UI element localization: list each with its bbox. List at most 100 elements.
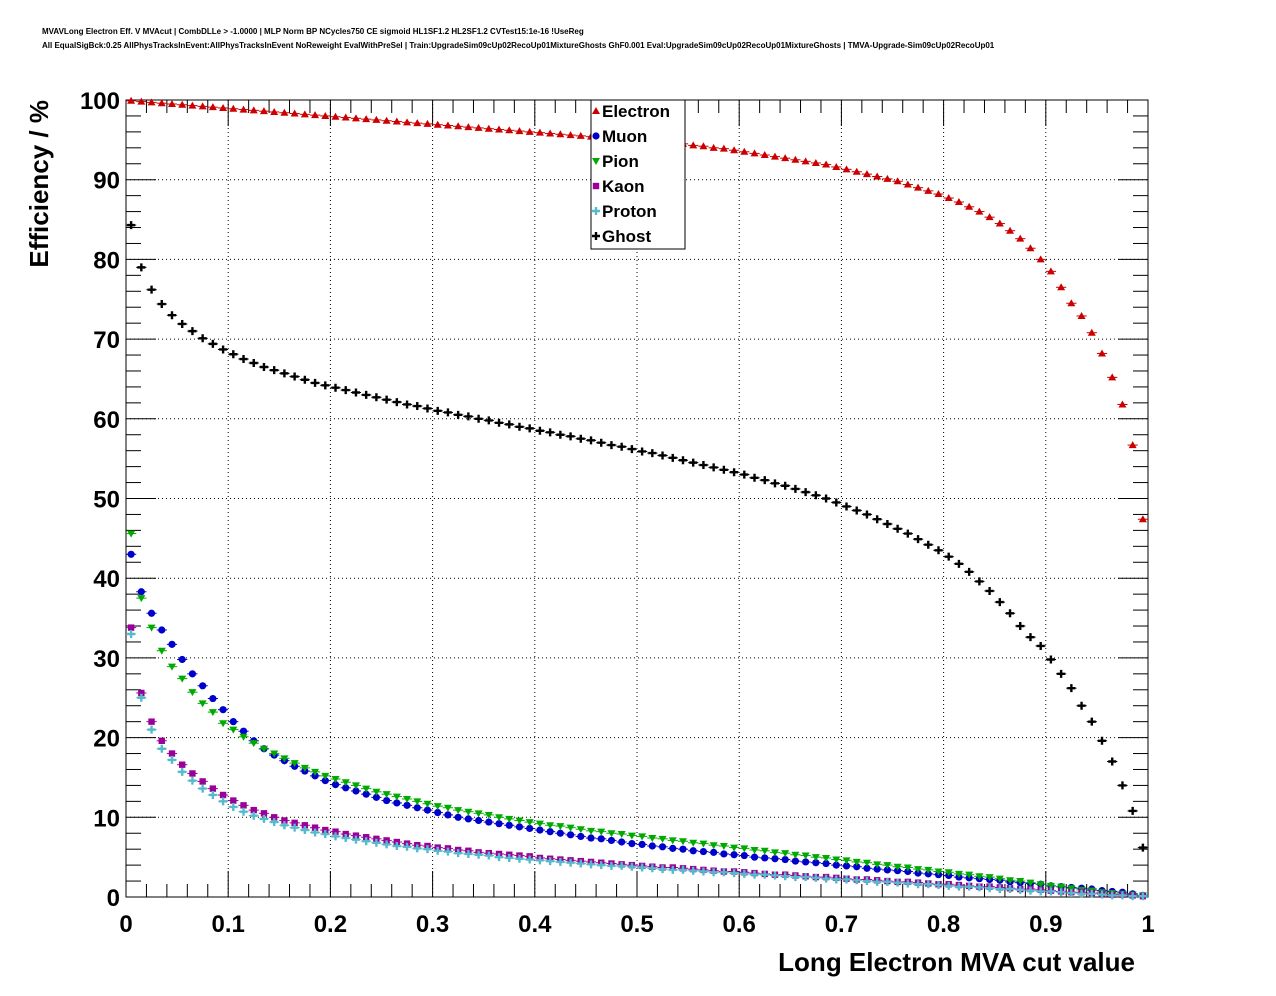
data-point-proton: [474, 850, 483, 859]
data-point-electron: [862, 170, 871, 178]
series-pion: [126, 530, 1148, 900]
x-tick-label: 0.9: [1029, 911, 1062, 938]
data-point-proton: [1118, 891, 1127, 900]
data-point-pion: [157, 647, 166, 655]
chart-title-line-2: All EqualSigBck:0.25 AllPhysTracksInEven…: [42, 41, 995, 50]
y-tick-labels: 0 10 20 30 40 50 60 70 80 90 100: [80, 88, 120, 912]
data-point-proton: [362, 837, 371, 846]
data-point-muon: [515, 823, 524, 831]
data-point-proton: [1098, 890, 1107, 899]
data-point-ghost: [852, 506, 861, 515]
data-point-kaon: [250, 806, 257, 814]
data-point-muon: [137, 588, 145, 596]
data-point-electron: [760, 150, 769, 158]
data-point-proton: [341, 834, 350, 843]
data-point-proton: [965, 882, 974, 891]
data-point-muon: [342, 784, 350, 792]
data-point-electron: [474, 123, 483, 131]
data-point-electron: [1077, 311, 1086, 319]
data-point-proton: [546, 857, 555, 866]
data-point-proton: [525, 855, 534, 864]
data-point-proton: [954, 882, 963, 891]
data-point-electron: [975, 207, 984, 215]
data-point-pion: [382, 791, 391, 799]
data-point-ghost: [954, 559, 963, 568]
data-point-electron: [770, 152, 779, 160]
data-point-muon: [710, 848, 718, 856]
data-point-muon: [474, 816, 483, 825]
data-point-ghost: [893, 524, 902, 533]
data-point-proton: [832, 875, 841, 884]
data-point-electron: [1036, 255, 1045, 263]
data-point-electron: [791, 155, 800, 163]
data-point-ghost: [219, 345, 228, 354]
data-point-muon: [577, 832, 585, 841]
data-point-electron: [535, 128, 544, 136]
data-point-proton: [883, 877, 892, 886]
data-point-electron: [832, 162, 841, 170]
data-point-kaon: [138, 689, 145, 697]
data-point-pion: [351, 782, 360, 790]
data-point-electron: [740, 147, 749, 155]
data-point-ghost: [1026, 633, 1035, 642]
data-point-pion: [873, 861, 882, 869]
data-point-pion: [311, 768, 320, 776]
data-point-proton: [515, 854, 524, 863]
data-point-ghost: [811, 491, 820, 500]
data-point-proton: [924, 880, 933, 889]
data-point-ghost: [147, 285, 156, 294]
data-point-ghost: [944, 552, 953, 561]
data-point-kaon: [332, 828, 339, 835]
data-point-electron: [883, 174, 892, 182]
data-point-kaon: [209, 785, 217, 792]
data-point-electron: [454, 122, 463, 130]
data-point-electron: [689, 141, 698, 149]
data-point-pion: [321, 772, 330, 780]
data-point-electron: [362, 115, 371, 123]
data-point-ghost: [1118, 781, 1127, 790]
data-point-kaon: [127, 624, 135, 631]
legend-label-muon: Muon: [602, 127, 647, 146]
data-point-electron: [924, 186, 933, 194]
data-point-ghost: [290, 372, 299, 381]
data-point-ghost: [331, 383, 340, 392]
data-point-pion: [576, 826, 585, 834]
data-point-pion: [924, 866, 933, 874]
data-point-muon: [761, 854, 769, 862]
data-point-ghost: [372, 393, 381, 402]
data-point-pion: [719, 842, 728, 850]
data-point-ghost: [137, 263, 146, 272]
data-point-ghost: [454, 410, 463, 419]
data-point-ghost: [505, 420, 514, 429]
data-point-electron: [822, 160, 831, 168]
data-point-pion: [249, 740, 258, 748]
data-point-pion: [1026, 879, 1035, 887]
data-point-ghost: [597, 438, 606, 447]
data-point-muon: [750, 853, 759, 861]
y-tick-label: 30: [93, 646, 120, 673]
data-point-muon: [158, 626, 166, 634]
data-point-ghost: [740, 470, 749, 479]
data-point-muon: [383, 796, 391, 805]
data-point-ghost: [934, 546, 943, 555]
data-point-pion: [147, 624, 156, 632]
data-point-proton: [127, 629, 136, 638]
data-point-muon: [188, 670, 197, 678]
data-point-ghost: [351, 388, 360, 397]
data-point-electron: [811, 158, 820, 166]
data-point-electron: [290, 109, 299, 117]
data-point-ghost: [423, 404, 432, 413]
data-point-ghost: [311, 378, 320, 387]
data-point-proton: [505, 853, 514, 862]
data-point-electron: [1128, 441, 1137, 449]
data-point-ghost: [760, 476, 769, 485]
data-point-electron: [331, 112, 340, 120]
data-point-proton: [730, 869, 739, 878]
data-point-muon: [720, 850, 728, 858]
data-point-pion: [392, 793, 401, 801]
data-point-pion: [341, 779, 350, 787]
data-point-proton: [239, 807, 248, 816]
data-point-muon: [618, 838, 626, 846]
legend-box: [590, 99, 686, 250]
data-point-electron: [1046, 267, 1055, 275]
